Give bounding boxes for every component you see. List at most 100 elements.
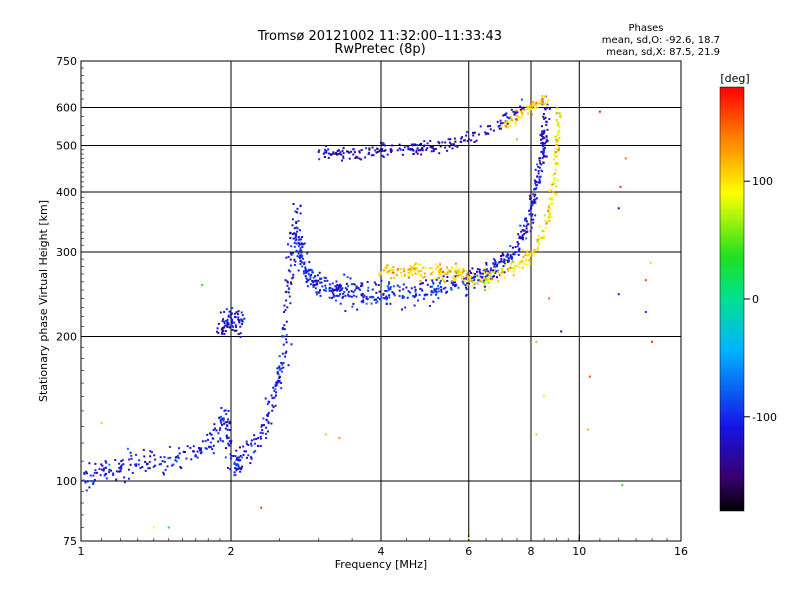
data-point — [211, 448, 214, 451]
y-tick-label: 400 — [56, 186, 77, 199]
data-point — [534, 188, 537, 191]
data-point — [293, 241, 296, 244]
data-point — [332, 293, 335, 296]
data-point — [259, 435, 262, 438]
data-point — [540, 100, 543, 103]
data-point — [324, 145, 327, 147]
chart-title: Tromsø 20121002 11:32:00–11:33:43 — [257, 29, 502, 44]
data-point — [318, 290, 321, 293]
data-point — [513, 264, 516, 267]
data-point — [290, 245, 293, 248]
data-point — [285, 256, 288, 259]
data-point — [472, 134, 475, 137]
data-point — [530, 104, 533, 107]
data-point — [276, 372, 279, 375]
data-point — [525, 253, 528, 256]
data-point — [403, 268, 406, 271]
data-point — [386, 285, 389, 287]
data-point — [525, 260, 528, 263]
data-point — [338, 152, 341, 155]
data-point — [521, 107, 524, 110]
data-point — [310, 274, 313, 276]
data-point — [547, 189, 550, 192]
data-point — [284, 279, 287, 282]
data-point — [442, 275, 445, 278]
data-point — [319, 281, 322, 284]
data-point — [533, 188, 536, 191]
data-point — [148, 460, 151, 463]
data-point — [509, 245, 512, 247]
data-point — [294, 239, 297, 242]
data-point — [481, 280, 484, 283]
data-point — [304, 268, 307, 271]
data-point — [200, 451, 203, 454]
data-point — [234, 467, 237, 470]
data-point — [504, 263, 507, 266]
data-point — [516, 138, 518, 141]
data-point — [102, 469, 105, 472]
data-point — [535, 340, 538, 343]
data-point — [118, 470, 121, 473]
data-point — [526, 223, 529, 226]
data-point — [346, 150, 349, 153]
data-point — [537, 172, 540, 175]
data-point — [281, 352, 284, 355]
data-point — [163, 473, 165, 476]
data-point — [350, 295, 353, 298]
data-point — [521, 237, 524, 240]
data-point — [534, 106, 536, 109]
data-point — [534, 168, 537, 171]
data-point — [303, 270, 306, 273]
data-point — [534, 198, 537, 201]
data-point — [289, 302, 292, 305]
data-point — [237, 310, 240, 313]
data-point — [377, 296, 379, 299]
data-point — [228, 422, 231, 425]
data-point — [120, 465, 122, 468]
data-point — [233, 329, 236, 332]
data-point — [533, 198, 536, 201]
data-point — [245, 450, 247, 453]
data-point — [516, 114, 519, 117]
data-point — [440, 290, 443, 293]
data-point — [388, 296, 391, 299]
data-point — [555, 156, 558, 159]
data-point — [499, 119, 502, 122]
data-point — [500, 257, 503, 260]
data-point — [280, 361, 283, 364]
data-point — [118, 462, 121, 465]
data-point — [533, 253, 536, 256]
data-point — [220, 407, 223, 409]
data-point — [529, 230, 532, 233]
data-point — [481, 276, 484, 279]
data-point — [396, 269, 399, 272]
data-point — [414, 293, 417, 296]
data-point — [450, 143, 453, 146]
data-point — [317, 279, 320, 282]
data-point — [309, 278, 312, 281]
data-point — [556, 107, 559, 110]
y-tick-label: 100 — [56, 475, 77, 488]
data-point — [299, 212, 302, 215]
data-point — [541, 103, 544, 106]
data-point — [338, 289, 341, 292]
data-point — [504, 121, 507, 124]
data-point — [536, 106, 539, 109]
data-point — [121, 459, 124, 462]
data-point — [255, 438, 258, 440]
data-point — [112, 472, 115, 475]
data-point — [526, 250, 529, 253]
data-point — [250, 442, 253, 445]
data-point — [502, 271, 505, 273]
data-point — [541, 98, 544, 100]
data-point — [85, 470, 88, 473]
data-point — [543, 117, 546, 120]
data-point — [324, 433, 327, 436]
data-point — [293, 232, 296, 235]
data-point — [385, 295, 388, 298]
data-point — [93, 471, 96, 474]
data-point — [314, 275, 316, 278]
data-point — [242, 454, 245, 456]
data-point — [201, 284, 204, 287]
data-point — [177, 457, 180, 459]
